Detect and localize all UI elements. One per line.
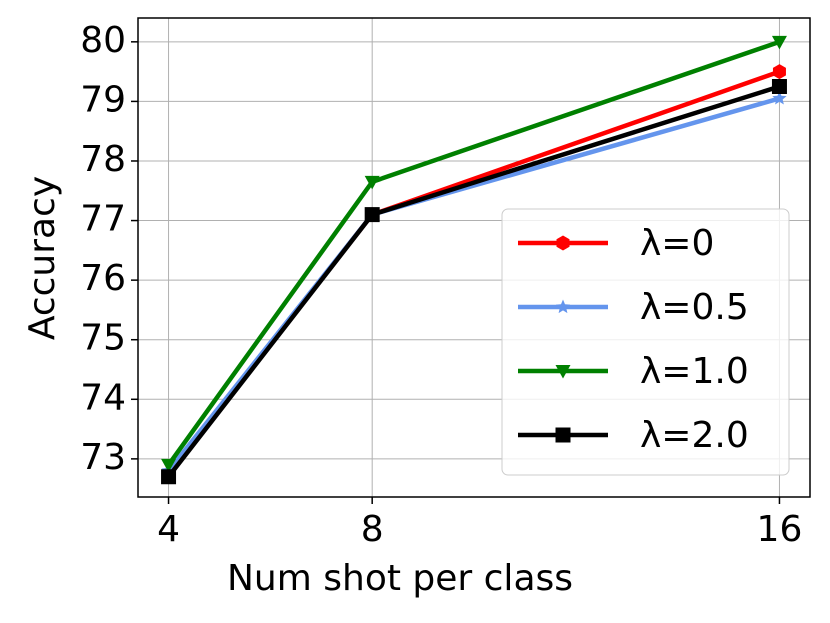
y-axis-label: Accuracy [22,176,63,340]
marker [771,35,787,50]
marker [161,458,177,473]
marker [364,207,380,223]
legend-label: λ=0 [640,223,714,264]
y-tick-label: 73 [80,437,126,478]
y-tick-label: 80 [80,20,126,61]
marker [772,90,787,105]
y-tick-label: 78 [80,139,126,180]
legend-marker [555,299,571,314]
x-tick-label: 16 [757,509,803,550]
legend-label: λ=1.0 [640,351,749,392]
marker [771,79,787,95]
legend-label: λ=0.5 [640,287,749,328]
legend-box [501,208,790,476]
x-tick-label: 8 [361,509,384,550]
y-tick-label: 79 [80,79,126,120]
x-axis-label: Num shot per class [227,558,573,599]
marker [772,64,786,80]
y-tick-label: 77 [80,199,126,240]
legend-marker [555,427,571,443]
marker [161,469,177,485]
y-tick-label: 76 [80,258,126,299]
x-tick-label: 4 [157,509,180,550]
marker [364,175,380,190]
legend-marker [556,235,570,251]
legend-label: λ=2.0 [640,415,749,456]
legend-marker [555,365,571,379]
y-tick-label: 75 [80,318,126,359]
plot-frame [137,17,811,498]
y-tick-label: 74 [80,377,126,418]
